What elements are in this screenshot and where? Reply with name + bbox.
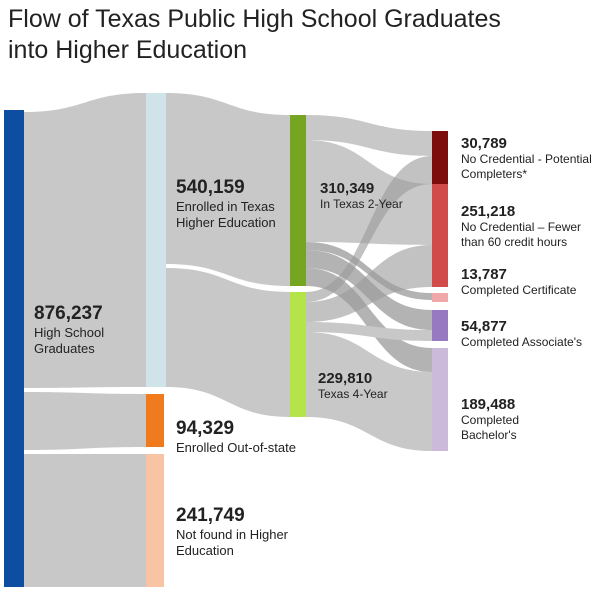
not-found-label: Not found in Higher Education [176,526,289,558]
associates-value: 54,877 [461,318,507,335]
flow-four-year-no-cred-fewer60 [306,245,432,322]
node-bachelors [432,348,448,451]
node-out-of-state [146,394,164,447]
node-two-year [290,115,306,286]
label-bachelors: 189,488 Completed Bachelor's [461,396,561,443]
no-cred-potential-label: No Credential - Potential Completers* [461,152,592,182]
not-found-value: 241,749 [176,505,245,526]
flow-two-year-bachelors [306,268,432,372]
label-enrolled-texas: 540,159 Enrolled in Texas Higher Educati… [176,177,280,231]
flow-four-year-associates [306,322,432,341]
no-cred-fewer60-label: No Credential – Fewer than 60 credit hou… [461,220,582,250]
graduates-value: 876,237 [34,303,103,324]
out-of-state-label: Enrolled Out-of-state [176,439,296,455]
four-year-value: 229,810 [318,370,373,387]
node-bars [4,93,448,587]
node-associates [432,310,448,341]
flow-two-year-no-cred-potential [306,115,432,156]
flow-links [24,93,432,587]
label-four-year: 229,810 Texas 4-Year [318,370,418,402]
label-no-cred-potential: 30,789 No Credential - Potential Complet… [461,135,597,182]
out-of-state-value: 94,329 [176,418,235,439]
two-year-label: In Texas 2-Year [320,197,403,212]
node-certificate [432,293,448,302]
associates-label: Completed Associate's [461,335,583,350]
flow-enrolled-four-year [166,268,290,417]
no-cred-potential-value: 30,789 [461,135,507,152]
node-no-cred-potential [432,131,448,184]
label-not-found: 241,749 Not found in Higher Education [176,505,301,559]
label-graduates: 876,237 High School Graduates [34,303,144,357]
label-no-cred-fewer60: 251,218 No Credential – Fewer than 60 cr… [461,203,597,250]
label-associates: 54,877 Completed Associate's [461,318,597,350]
flow-four-year-bachelors [306,332,432,451]
flow-two-year-certificate [306,242,432,300]
flow-graduates-not-found [24,454,146,587]
enrolled-texas-label: Enrolled in Texas Higher Education [176,198,276,230]
chart-title: Flow of Texas Public High School Graduat… [8,5,501,64]
flow-two-year-no-cred-fewer60 [306,140,432,245]
flow-graduates-out-of-state [24,392,146,450]
certificate-label: Completed Certificate [461,283,577,298]
node-no-cred-fewer60 [432,184,448,287]
four-year-label: Texas 4-Year [318,387,388,402]
graduates-label: High School Graduates [34,324,105,356]
flow-four-year-no-cred-potential [306,156,432,302]
label-certificate: 13,787 Completed Certificate [461,266,597,298]
two-year-value: 310,349 [320,180,375,197]
no-cred-fewer60-value: 251,218 [461,203,516,220]
bachelors-label: Completed Bachelor's [461,413,520,443]
certificate-value: 13,787 [461,266,507,283]
flow-enrolled-two-year [166,93,290,286]
node-enrolled-texas [146,93,166,387]
bachelors-value: 189,488 [461,396,516,413]
node-not-found [146,454,164,587]
label-two-year: 310,349 In Texas 2-Year [320,180,420,212]
label-out-of-state: 94,329 Enrolled Out-of-state [176,418,336,456]
node-graduates [4,110,24,587]
node-four-year [290,292,306,417]
enrolled-texas-value: 540,159 [176,177,245,198]
flow-graduates-enrolled-texas [24,93,146,388]
